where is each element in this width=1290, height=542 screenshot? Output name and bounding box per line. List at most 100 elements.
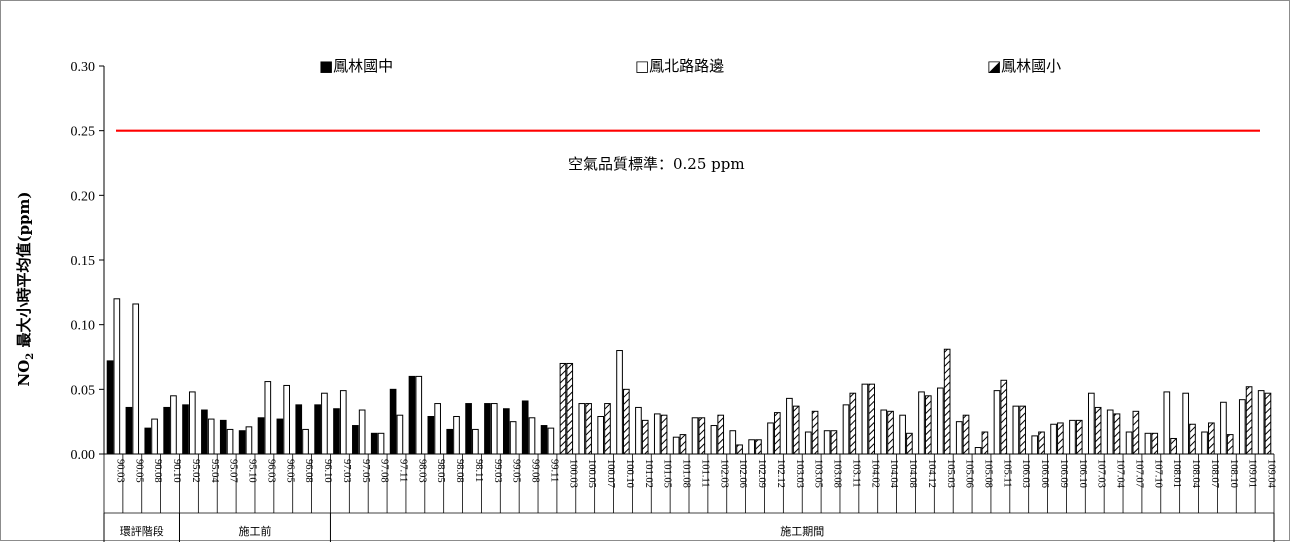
x-tick-label: 108.01	[1171, 459, 1182, 488]
bar-108.10-1	[1220, 401, 1227, 455]
x-tick-label: 105.08	[983, 459, 994, 488]
bar-105.11-1	[993, 390, 1001, 455]
legend: ■鳳林國中 □鳳北路路邊 ◪鳳林國小	[319, 57, 1061, 75]
bar-107.10-1	[1144, 432, 1152, 455]
bar-95.10-2	[245, 426, 253, 455]
phase-label: 施工前	[238, 524, 271, 538]
x-tick-label: 105.06	[964, 459, 975, 488]
x-tick-label: 101.08	[681, 459, 692, 488]
x-tick-label: 100.07	[605, 459, 616, 488]
bar-96.05-2	[283, 384, 291, 455]
x-tick-label: 105.11	[1001, 459, 1012, 488]
bar-90.10-1	[163, 406, 170, 455]
bar-105.11-2	[1000, 379, 1008, 455]
bar-90.10-2	[170, 395, 177, 455]
bar-99.03-1	[484, 403, 491, 455]
bar-105.06-1	[955, 421, 963, 455]
x-tick-label: 97.08	[379, 459, 390, 483]
bar-106.06-1	[1031, 435, 1039, 455]
x-axis: 90.03 90.05 90.08 90.10 95.02 95.04 95.07 95.10…	[103, 453, 1277, 514]
bar-105.03-2	[943, 348, 951, 455]
x-tick-label: 96.08	[303, 459, 314, 483]
x-tick-label: 98.08	[454, 459, 465, 483]
bar-109.04-1	[1257, 390, 1265, 455]
bar-98.03-1	[408, 375, 416, 455]
bar-107.10-2	[1151, 432, 1159, 455]
bar-96.03-1	[257, 417, 265, 455]
bar-106.03-2	[1019, 405, 1026, 455]
bar-102.12-2	[773, 412, 781, 455]
bar-104.04-1	[880, 409, 888, 455]
bar-100.07-2	[604, 403, 611, 455]
bar-102.06-1	[729, 430, 737, 455]
bar-107.07-1	[1125, 431, 1133, 455]
bar-97.08-1	[370, 432, 378, 455]
x-tick-label: 100.03	[567, 459, 578, 488]
x-tick-label: 96.03	[265, 459, 276, 483]
phase-groups: 環評階段 施工前 施工期間	[103, 513, 1275, 542]
bar-97.03-1	[333, 408, 340, 455]
bar-102.09-2	[755, 439, 762, 455]
bar-90.03-1	[106, 360, 114, 455]
x-tick-label: 97.03	[341, 459, 352, 483]
bar-101.02-1	[635, 406, 642, 455]
x-tick-label: 107.03	[1096, 459, 1107, 488]
bar-104.04-2	[887, 410, 894, 455]
bar-98.05-2	[434, 403, 441, 455]
y-tick-label: 0.15	[71, 254, 96, 269]
bar-95.02-2	[188, 391, 196, 455]
bar-103.11-1	[842, 404, 850, 455]
x-tick-label: 95.10	[247, 459, 258, 483]
x-tick-label: 99.08	[530, 459, 541, 483]
bar-99.05-2	[509, 421, 517, 455]
bar-97.05-1	[352, 425, 359, 455]
x-tick-label: 99.11	[548, 459, 559, 482]
phase-label: 環評階段	[120, 524, 164, 538]
x-tick-label: 101.11	[699, 459, 710, 488]
bar-107.04-1	[1106, 409, 1114, 455]
x-tick-label: 103.05	[813, 459, 824, 488]
x-tick-label: 106.10	[1077, 459, 1088, 488]
bar-98.11-1	[465, 403, 472, 455]
bar-97.08-2	[377, 432, 385, 455]
bar-107.03-2	[1094, 406, 1102, 455]
bar-97.11-2	[396, 414, 404, 455]
y-tick-label: 0.30	[71, 60, 96, 75]
x-tick-label: 96.05	[284, 459, 295, 483]
legend-item-1: ■鳳林國中	[319, 57, 393, 75]
bar-98.03-2	[415, 375, 423, 455]
x-tick-label: 99.05	[511, 459, 522, 483]
bar-106.10-2	[1075, 419, 1083, 455]
bar-107.03-1	[1087, 392, 1095, 455]
bar-102.12-1	[767, 422, 774, 455]
bar-105.03-1	[937, 387, 944, 455]
bar-106.09-2	[1057, 422, 1064, 455]
x-tick-label: 106.06	[1039, 459, 1050, 488]
bar-96.10-1	[314, 404, 321, 455]
bar-99.11-1	[540, 425, 548, 455]
x-tick-label: 99.03	[492, 459, 503, 483]
x-tick-label: 98.05	[435, 459, 446, 483]
bar-105.08-2	[981, 431, 989, 455]
bar-104.02-1	[861, 383, 869, 455]
bar-99.08-2	[528, 417, 536, 455]
bar-99.08-1	[521, 400, 529, 455]
y-tick-label: 0.10	[71, 319, 96, 334]
bar-102.09-1	[748, 439, 755, 455]
x-tick-label: 109.01	[1247, 459, 1258, 488]
bar-100.03-1	[559, 362, 567, 455]
bar-90.05-1	[125, 406, 133, 455]
x-tick-label: 108.04	[1190, 459, 1201, 489]
bar-95.10-1	[238, 430, 246, 455]
bar-96.08-2	[302, 428, 309, 455]
x-tick-label: 106.03	[1020, 459, 1031, 488]
bar-109.01-2	[1245, 386, 1253, 455]
bar-103.11-2	[849, 392, 857, 455]
bar-104.08-1	[899, 414, 906, 455]
bar-97.11-1	[389, 388, 397, 455]
bar-104.12-2	[924, 395, 932, 455]
bar-95.04-1	[201, 409, 208, 455]
bar-98.05-1	[427, 415, 435, 455]
bar-108.01-2	[1170, 437, 1177, 455]
